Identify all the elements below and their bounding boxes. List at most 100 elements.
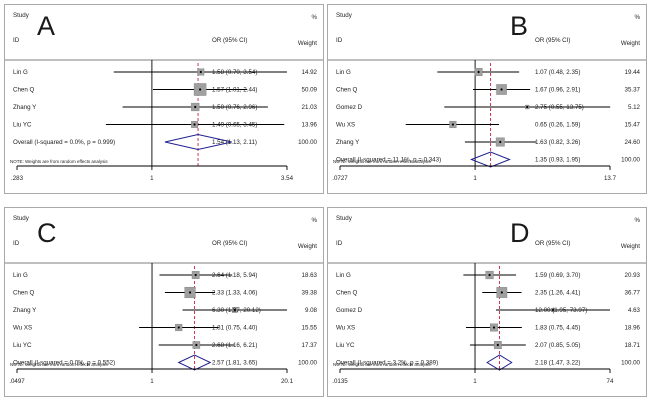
x-tick-label: .283	[11, 175, 24, 182]
header-id: ID	[336, 240, 343, 247]
x-tick-label: 1	[473, 175, 477, 182]
note-text: NOTE: Weights are from random effects an…	[333, 159, 431, 164]
overall-label: Overall (I-squared = 0.0%, p = 0.999)	[13, 139, 115, 146]
study-weight: 15.47	[625, 122, 641, 129]
header-or-ci: OR (95% CI)	[212, 240, 247, 247]
point-estimate	[194, 105, 197, 109]
point-estimate	[194, 273, 197, 277]
note-text: NOTE: Weights are from random effects an…	[333, 362, 431, 367]
study-or-ci: 1.50 (0.76, 2.96)	[212, 104, 257, 111]
panel-label: D	[510, 218, 530, 248]
overall-label: Overall (I-squared = 0.0%, p = 0.552)	[13, 360, 115, 367]
study-label: Wu XS	[336, 122, 355, 129]
point-estimate	[477, 70, 480, 74]
overall-label: Overall (I-squared = 11.1%, p = 0.343)	[336, 157, 441, 164]
panel-label: B	[510, 11, 529, 41]
forest-plot: Study % ID OR (95% CI) Weight Lin G 1.58 (0.70…	[5, 12, 323, 182]
header-id: ID	[13, 37, 20, 44]
panel-label: C	[37, 218, 57, 248]
overall-or-ci: 1.54 (1.13, 2.11)	[212, 139, 257, 146]
note-text: NOTE: Weights are from random effects an…	[10, 159, 108, 164]
header-percent: %	[634, 14, 640, 21]
study-or-ci: 1.81 (0.75, 4.40)	[212, 325, 257, 332]
study-weight: 21.03	[302, 104, 318, 111]
point-estimate	[499, 140, 502, 144]
study-weight: 20.93	[625, 272, 641, 279]
study-weight: 18.71	[625, 342, 641, 349]
study-label: Zhang Y	[13, 307, 36, 314]
header-study: Study	[13, 12, 30, 19]
study-label: Wu XS	[13, 325, 32, 332]
study-label: Zhang Y	[13, 104, 36, 111]
study-or-ci: 1.67 (0.96, 2.91)	[535, 87, 580, 94]
x-tick-label: 13.7	[604, 175, 617, 182]
overall-or-ci: 1.35 (0.93, 1.95)	[535, 157, 580, 164]
point-estimate	[193, 123, 196, 126]
point-estimate	[199, 88, 202, 91]
study-or-ci: 2.68 (1.16, 6.21)	[212, 342, 257, 349]
study-label: Gomez D	[336, 104, 363, 111]
forest-panel-c: C Study% ID OR (95% CI) Weight Lin G 2.64 (1.…	[4, 207, 324, 397]
overall-weight: 100.00	[621, 360, 640, 367]
forest-plot: Study % ID OR (95% CI) Weight Lin G 2.64 (1.18…	[5, 215, 323, 385]
header-weight: Weight	[298, 243, 317, 250]
header-weight: Weight	[621, 40, 640, 47]
x-tick-label: .0497	[9, 378, 25, 385]
study-label: Zhang Y	[336, 139, 359, 146]
point-estimate	[195, 343, 198, 347]
point-estimate	[500, 88, 503, 91]
study-label: Wu XS	[336, 325, 355, 332]
header-percent: %	[311, 14, 317, 21]
study-weight: 24.60	[625, 139, 641, 146]
study-label: Gomez D	[336, 307, 363, 314]
overall-weight: 100.00	[621, 157, 640, 164]
study-weight: 39.38	[302, 290, 318, 297]
study-or-ci: 6.30 (1.97, 20.12)	[212, 307, 261, 314]
study-label: Lin G	[336, 272, 351, 279]
overall-diamond	[486, 354, 513, 371]
study-or-ci: 12.00 (1.95, 73.97)	[535, 307, 587, 314]
overall-or-ci: 2.18 (1.47, 3.22)	[535, 360, 580, 367]
study-or-ci: 2.35 (1.26, 4.41)	[535, 290, 580, 297]
forest-panel-b: B Study% ID OR (95% CI) Weight Lin G 1.07 (0.…	[327, 4, 647, 194]
point-estimate	[177, 326, 180, 329]
header-id: ID	[13, 240, 20, 247]
x-tick-label: 74	[607, 378, 614, 385]
x-tick-label: .0135	[332, 378, 348, 385]
study-label: Chen Q	[13, 290, 35, 297]
forest-plot: Study % ID OR (95% CI) Weight Lin G 1.59 (0.69…	[328, 215, 646, 385]
point-estimate	[551, 308, 555, 312]
x-tick-label: 3.54	[281, 175, 294, 182]
forest-panel-a: A Study% ID OR (95% CI) Weight Lin G 1.58 (0.…	[4, 4, 324, 194]
point-estimate	[526, 105, 529, 109]
study-or-ci: 1.58 (0.70, 3.54)	[212, 69, 257, 76]
overall-label: Overall (I-squared = 3.2%, p = 0.389)	[336, 360, 438, 367]
study-or-ci: 1.49 (0.65, 3.45)	[212, 122, 257, 129]
overall-or-ci: 2.57 (1.81, 3.65)	[212, 360, 257, 367]
study-weight: 19.44	[625, 69, 641, 76]
study-or-ci: 2.33 (1.33, 4.06)	[212, 290, 257, 297]
x-tick-label: 1	[150, 175, 154, 182]
header-weight: Weight	[298, 40, 317, 47]
header-percent: %	[311, 217, 317, 224]
panel-label: A	[37, 11, 56, 41]
forest-panel-d: D Study% ID OR (95% CI) Weight Lin G 1.59 (0.…	[327, 207, 647, 397]
point-estimate	[496, 343, 499, 347]
overall-diamond	[164, 133, 232, 151]
study-weight: 36.77	[625, 290, 641, 297]
study-weight: 13.96	[302, 122, 318, 129]
point-estimate	[188, 291, 192, 294]
x-tick-label: .0727	[332, 175, 348, 182]
study-weight: 14.92	[302, 69, 318, 76]
study-label: Chen Q	[13, 87, 35, 94]
point-estimate	[233, 308, 236, 312]
study-or-ci: 0.65 (0.26, 1.59)	[535, 122, 580, 129]
header-weight: Weight	[621, 243, 640, 250]
study-weight: 5.12	[628, 104, 641, 111]
header-study: Study	[336, 215, 353, 222]
study-label: Chen Q	[336, 290, 358, 297]
point-estimate	[199, 70, 202, 74]
study-or-ci: 1.57 (1.01, 2.44)	[212, 87, 257, 94]
study-or-ci: 1.59 (0.69, 3.70)	[535, 272, 580, 279]
